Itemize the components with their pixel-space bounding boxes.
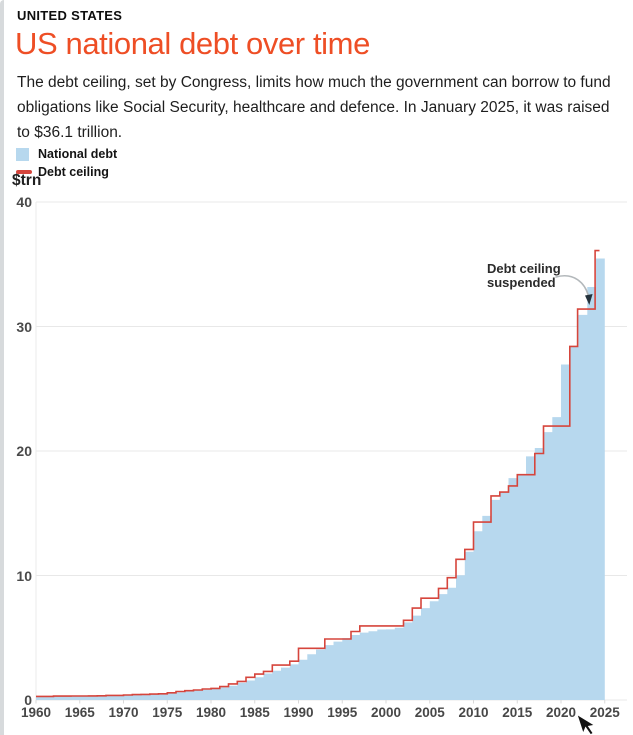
x-tick-label-1965: 1965 xyxy=(64,705,95,720)
x-tick-label-1960: 1960 xyxy=(20,705,52,720)
page-title: US national debt over time xyxy=(15,26,370,61)
legend-label: Debt ceiling xyxy=(38,165,109,179)
card-left-edge xyxy=(0,0,4,735)
x-tick-label-1990: 1990 xyxy=(283,705,314,720)
debt-ceiling-swatch-icon xyxy=(16,170,32,174)
y-tick-label-10: 10 xyxy=(16,567,32,584)
y-tick-label-30: 30 xyxy=(16,318,32,335)
annotation-arrow xyxy=(555,275,590,297)
x-tick-label-1985: 1985 xyxy=(239,705,270,720)
x-tick-label-2010: 2010 xyxy=(458,705,489,720)
y-tick-label-20: 20 xyxy=(16,443,32,459)
kicker: UNITED STATES xyxy=(17,8,123,23)
x-tick-label-1975: 1975 xyxy=(152,705,183,720)
x-tick-label-1970: 1970 xyxy=(108,705,139,720)
x-tick-label-2020: 2020 xyxy=(545,705,577,720)
y-tick-label-40: 40 xyxy=(16,194,32,210)
legend-item-national-debt: National debt xyxy=(16,145,117,163)
x-tick-label-2005: 2005 xyxy=(414,705,445,720)
x-tick-label-2025: 2025 xyxy=(589,705,620,720)
y-tick-label-0: 0 xyxy=(24,692,32,708)
y-axis-unit-label: $trn xyxy=(12,172,42,189)
mouse-cursor-icon xyxy=(576,713,596,735)
legend: National debt Debt ceiling xyxy=(16,145,117,181)
annotation-arrowhead-icon xyxy=(585,294,593,305)
debt-ceiling-line xyxy=(36,249,600,698)
national-debt-area xyxy=(36,258,605,700)
chart-series xyxy=(36,249,605,700)
legend-item-debt-ceiling: Debt ceiling xyxy=(16,163,117,181)
legend-label: National debt xyxy=(38,147,118,161)
annotation-text: Debt ceiling suspended xyxy=(487,261,561,290)
x-tick-label-2015: 2015 xyxy=(502,705,533,720)
x-tick-label-1995: 1995 xyxy=(327,705,358,720)
x-tick-label-2000: 2000 xyxy=(370,705,402,720)
x-tick-label-1980: 1980 xyxy=(195,705,227,720)
chart-description: The debt ceiling, set by Congress, limit… xyxy=(17,74,611,141)
national-debt-swatch-icon xyxy=(16,147,29,161)
